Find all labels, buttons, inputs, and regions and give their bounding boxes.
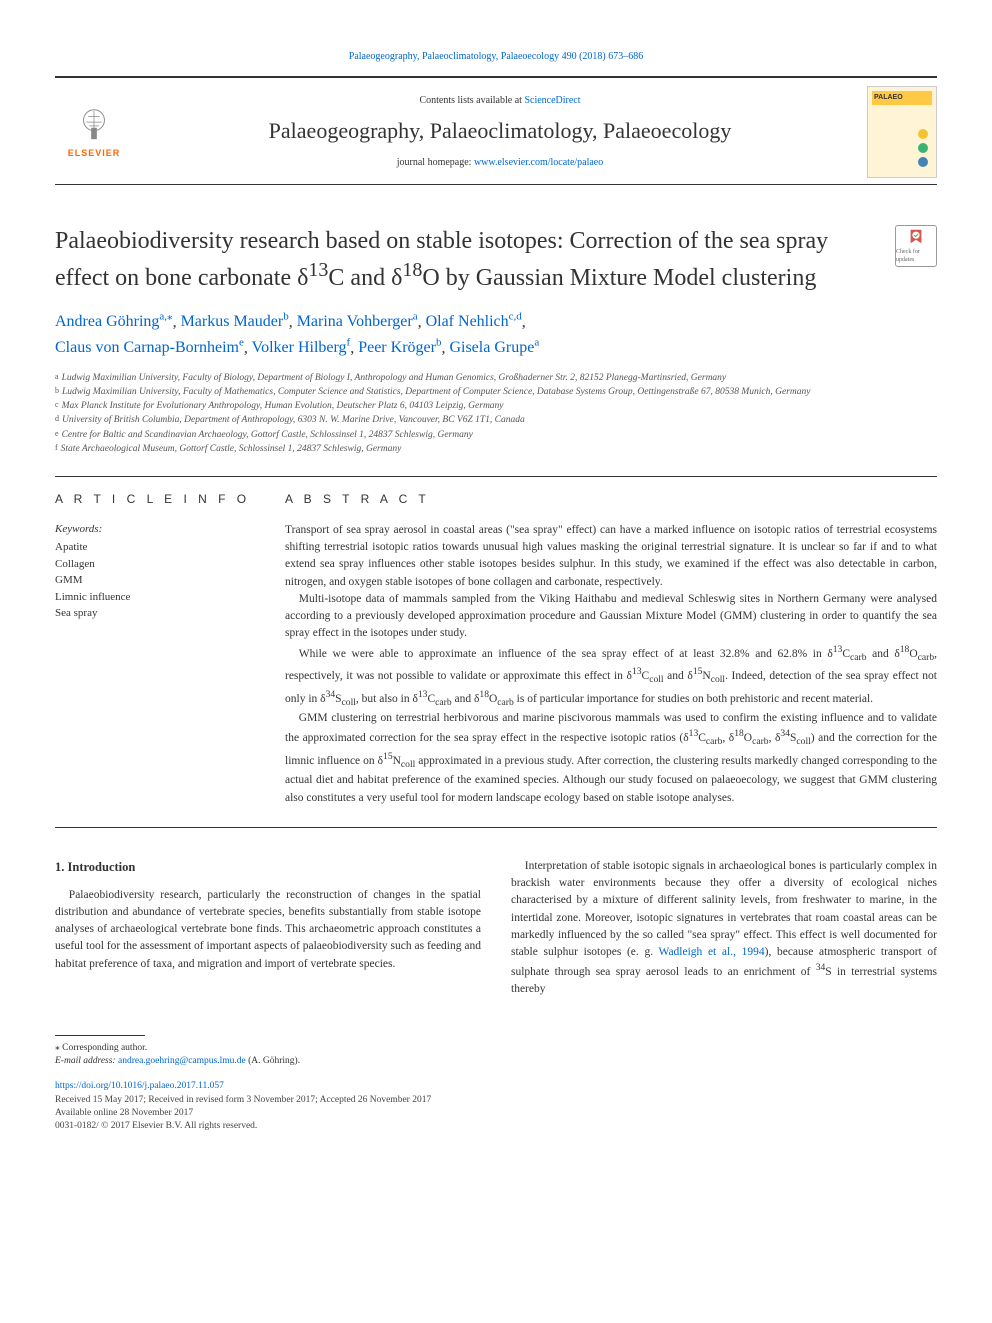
section-rule bbox=[55, 476, 937, 477]
keyword: Limnic influence bbox=[55, 589, 255, 606]
author-link[interactable]: Markus Mauder bbox=[181, 313, 284, 330]
author-list: Andrea Göhringa,⁎, Markus Mauderb, Marin… bbox=[55, 309, 937, 361]
cover-dot bbox=[918, 129, 928, 139]
author: Olaf Nehlichc,d bbox=[426, 313, 522, 330]
abstract-paragraph: GMM clustering on terrestrial herbivorou… bbox=[285, 710, 937, 807]
article-info-heading: A R T I C L E I N F O bbox=[55, 491, 255, 508]
affiliation: cMax Planck Institute for Evolutionary A… bbox=[55, 399, 937, 413]
homepage-line: journal homepage: www.elsevier.com/locat… bbox=[143, 156, 857, 170]
cover-badge: PALAEO bbox=[872, 91, 932, 105]
body-paragraph: Interpretation of stable isotopic signal… bbox=[511, 858, 937, 999]
abstract-text: Transport of sea spray aerosol in coasta… bbox=[285, 522, 937, 807]
author-email-link[interactable]: andrea.goehring@campus.lmu.de bbox=[118, 1056, 246, 1066]
author-affil-marker: f bbox=[347, 337, 351, 349]
journal-cover-thumbnail: PALAEO bbox=[867, 86, 937, 178]
author-link[interactable]: Claus von Carnap-Bornheim bbox=[55, 339, 239, 356]
elsevier-tree-icon bbox=[75, 105, 113, 143]
author-affil-marker: a,⁎ bbox=[159, 311, 172, 323]
journal-header: ELSEVIER Contents lists available at Sci… bbox=[55, 76, 937, 185]
abstract-heading: A B S T R A C T bbox=[285, 491, 937, 508]
cover-dot bbox=[918, 157, 928, 167]
top-citation: Palaeogeography, Palaeoclimatology, Pala… bbox=[55, 50, 937, 64]
article-dates: Received 15 May 2017; Received in revise… bbox=[55, 1094, 937, 1134]
homepage-link[interactable]: www.elsevier.com/locate/palaeo bbox=[474, 157, 603, 168]
affiliation: eCentre for Baltic and Scandinavian Arch… bbox=[55, 428, 937, 442]
keyword: Collagen bbox=[55, 556, 255, 573]
author-affil-marker: a bbox=[534, 337, 539, 349]
author-affil-marker: c,d bbox=[509, 311, 522, 323]
author-link[interactable]: Marina Vohberger bbox=[297, 313, 413, 330]
section-rule bbox=[55, 827, 937, 828]
abstract-paragraph: While we were able to approximate an inf… bbox=[285, 643, 937, 710]
doi-link[interactable]: https://doi.org/10.1016/j.palaeo.2017.11… bbox=[55, 1081, 224, 1091]
author: Gisela Grupea bbox=[449, 339, 539, 356]
article-title: Palaeobiodiversity research based on sta… bbox=[55, 225, 875, 295]
author-affil-marker: b bbox=[283, 311, 289, 323]
affiliation-list: aLudwig Maximilian University, Faculty o… bbox=[55, 371, 937, 457]
sciencedirect-link[interactable]: ScienceDirect bbox=[524, 95, 580, 106]
check-updates-badge[interactable]: Check for updates bbox=[895, 225, 937, 267]
author-link[interactable]: Olaf Nehlich bbox=[426, 313, 509, 330]
author: Marina Vohbergera bbox=[297, 313, 418, 330]
affiliation: bLudwig Maximilian University, Faculty o… bbox=[55, 385, 937, 399]
body-paragraph: Palaeobiodiversity research, particularl… bbox=[55, 887, 481, 973]
author: Markus Mauderb bbox=[181, 313, 289, 330]
bookmark-check-icon bbox=[907, 228, 925, 246]
author: Volker Hilbergf bbox=[252, 339, 351, 356]
affiliation: aLudwig Maximilian University, Faculty o… bbox=[55, 371, 937, 385]
author-link[interactable]: Gisela Grupe bbox=[449, 339, 534, 356]
corresponding-author-note: ⁎ Corresponding author. E-mail address: … bbox=[55, 1042, 937, 1069]
footnote-rule bbox=[55, 1035, 145, 1036]
author: Claus von Carnap-Bornheime bbox=[55, 339, 244, 356]
author-affil-marker: a bbox=[413, 311, 418, 323]
author-link[interactable]: Peer Kröger bbox=[358, 339, 436, 356]
keyword: Sea spray bbox=[55, 605, 255, 622]
body-column-right: Interpretation of stable isotopic signal… bbox=[511, 858, 937, 999]
keyword: GMM bbox=[55, 572, 255, 589]
keywords-label: Keywords: bbox=[55, 522, 255, 537]
citation-link[interactable]: Wadleigh et al., 1994 bbox=[659, 946, 765, 958]
section-heading: 1. Introduction bbox=[55, 858, 481, 877]
author-affil-marker: b bbox=[436, 337, 442, 349]
publisher-name: ELSEVIER bbox=[68, 147, 121, 160]
author-link[interactable]: Volker Hilberg bbox=[252, 339, 347, 356]
author-affil-marker: e bbox=[239, 337, 244, 349]
journal-name: Palaeogeography, Palaeoclimatology, Pala… bbox=[143, 116, 857, 147]
abstract-paragraph: Transport of sea spray aerosol in coasta… bbox=[285, 522, 937, 591]
author: Andrea Göhringa,⁎ bbox=[55, 313, 173, 330]
keyword: Apatite bbox=[55, 539, 255, 556]
citation-link[interactable]: Palaeogeography, Palaeoclimatology, Pala… bbox=[349, 51, 643, 62]
publisher-logo: ELSEVIER bbox=[55, 105, 133, 160]
affiliation: fState Archaeological Museum, Gottorf Ca… bbox=[55, 442, 937, 456]
body-column-left: 1. Introduction Palaeobiodiversity resea… bbox=[55, 858, 481, 999]
author: Peer Krögerb bbox=[358, 339, 441, 356]
abstract-paragraph: Multi-isotope data of mammals sampled fr… bbox=[285, 591, 937, 643]
author-link[interactable]: Andrea Göhring bbox=[55, 313, 159, 330]
affiliation: dUniversity of British Columbia, Departm… bbox=[55, 413, 937, 427]
contents-line: Contents lists available at ScienceDirec… bbox=[143, 94, 857, 108]
cover-dot bbox=[918, 143, 928, 153]
